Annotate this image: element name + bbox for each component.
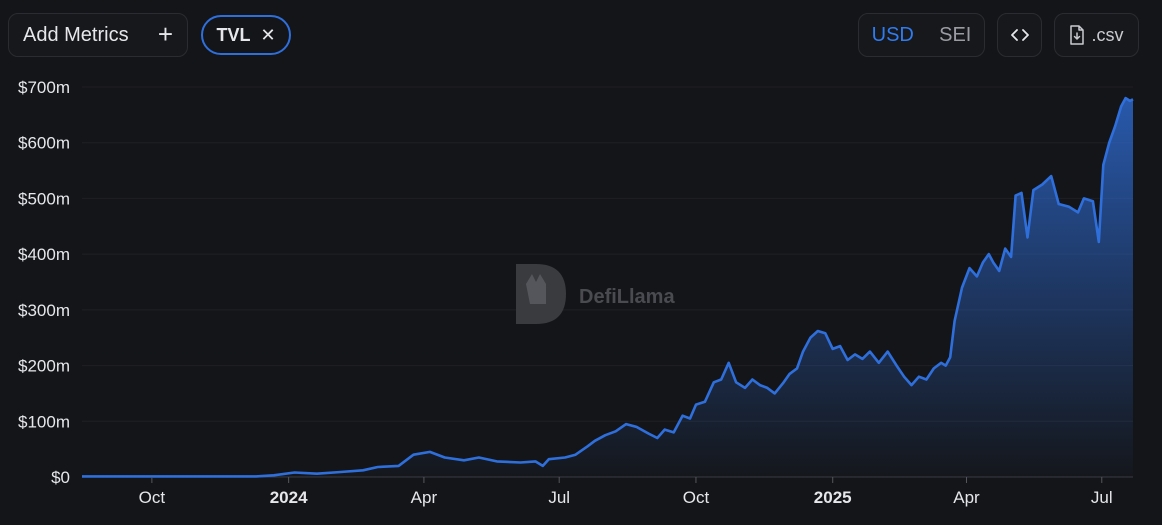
y-tick-label: $600m [18,134,70,153]
csv-label: .csv [1091,24,1124,45]
close-icon[interactable]: ✕ [260,24,276,45]
denomination-toggle: USD SEI [858,13,985,57]
x-tick-label: Apr [953,488,980,507]
chart-toolbar: Add Metrics + TVL ✕ USD SEI .csv [0,0,1162,70]
code-brackets-icon [1010,29,1029,41]
x-tick-label: Jul [1091,488,1113,507]
add-metrics-button[interactable]: Add Metrics + [8,13,188,57]
y-tick-label: $0 [51,468,70,487]
add-metrics-label: Add Metrics [23,23,129,46]
y-axis: $0 $100m $200m $300m $400m $500m $600m $700m [18,78,70,487]
denomination-sei[interactable]: SEI [939,23,972,46]
y-tick-label: $400m [18,245,70,264]
denomination-usd[interactable]: USD [871,23,914,46]
x-axis: Oct 2024 Apr Jul Oct 2025 Apr Jul [139,477,1113,507]
metric-chip-label: TVL [216,24,251,45]
x-tick-label: Oct [683,488,710,507]
x-tick-label: Oct [139,488,166,507]
x-tick-label: 2024 [270,488,308,507]
plus-icon: + [157,19,173,49]
tvl-chart: DefiLlama $0 $100m $200m $300m $400m $500m $60… [18,78,1134,507]
x-tick-label: 2025 [814,488,852,507]
defillama-watermark: DefiLlama [516,264,675,324]
watermark-text: DefiLlama [579,286,675,308]
y-tick-label: $500m [18,189,70,208]
file-download-icon [1070,25,1085,45]
metric-chip-tvl[interactable]: TVL ✕ [201,15,291,55]
tvl-area-fill [82,98,1133,477]
download-csv-button[interactable]: .csv [1054,13,1139,57]
defillama-logo-icon [516,264,566,324]
y-tick-label: $700m [18,78,70,97]
x-tick-label: Apr [411,488,438,507]
embed-button[interactable] [997,13,1042,57]
tvl-series-line [82,96,1134,478]
y-tick-label: $200m [18,357,70,376]
y-tick-label: $100m [18,412,70,431]
x-tick-label: Jul [548,488,570,507]
y-tick-label: $300m [18,301,70,320]
